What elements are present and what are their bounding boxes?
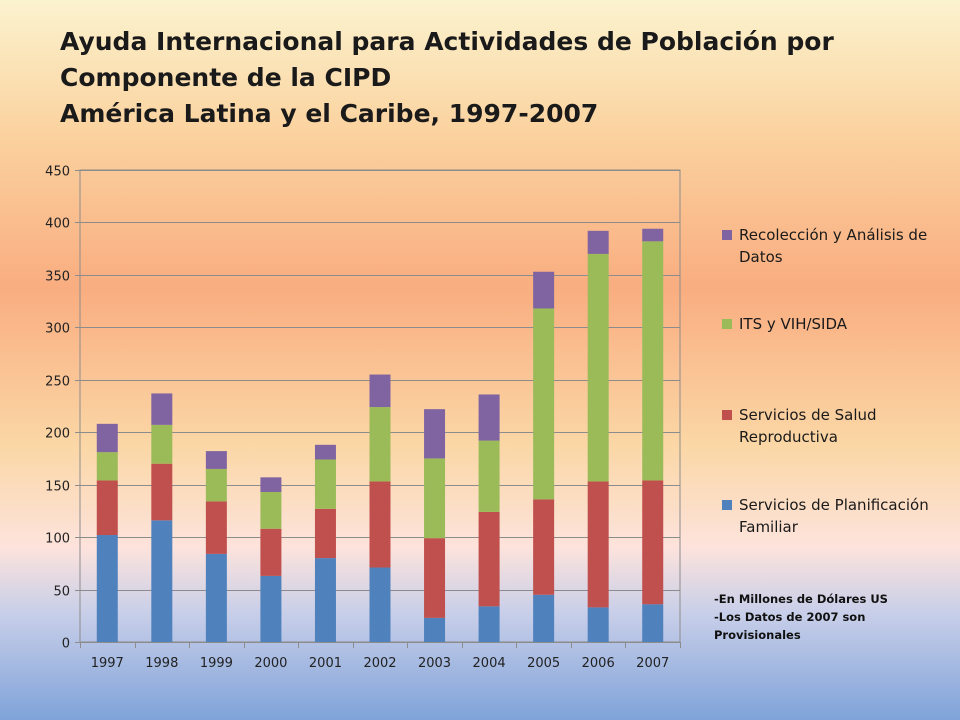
y-tick-label: 200 [45, 427, 70, 442]
x-tick-label: 2004 [473, 656, 506, 671]
bar-segment [205, 553, 227, 642]
bar-segment [205, 501, 227, 554]
legend-item-recoleccion: Recolección y Análisis de Datos [722, 224, 942, 268]
x-tick-label: 2000 [254, 656, 287, 671]
bar-segment [260, 477, 282, 493]
title-line-2: Componente de la CIPD [60, 63, 392, 92]
bar-segment [478, 394, 500, 441]
x-tick-label: 1998 [145, 656, 178, 671]
y-tick-label: 100 [45, 532, 70, 547]
bar-segment [260, 575, 282, 642]
title-line-1: Ayuda Internacional para Actividades de … [60, 27, 834, 56]
bar-segment [96, 452, 118, 481]
bar-segment [314, 444, 336, 460]
bar-segment [533, 271, 555, 309]
bar-segment [642, 604, 664, 642]
bar-segment [587, 481, 609, 608]
note-line-1: -En Millones de Dólares US [714, 592, 888, 606]
legend-label-planificacion: Servicios de Planificación Familiar [739, 496, 929, 536]
bar-segment [369, 481, 391, 568]
x-tick-label: 1999 [200, 656, 233, 671]
legend-swatch-recoleccion [722, 230, 732, 240]
bar-segment [260, 492, 282, 529]
bar-segment [369, 407, 391, 482]
bar-segment [151, 424, 173, 464]
bar-segment [642, 241, 664, 481]
bar-segment [96, 480, 118, 536]
bar-segment [260, 528, 282, 576]
y-tick-label: 250 [45, 375, 70, 390]
bar-segment [151, 520, 173, 642]
bar-segment [314, 508, 336, 559]
bar-segment [587, 607, 609, 642]
x-tick-label: 2007 [636, 656, 669, 671]
x-tick-label: 2001 [309, 656, 342, 671]
legend-label-recoleccion: Recolección y Análisis de Datos [739, 226, 928, 266]
y-tick-label: 150 [45, 480, 70, 495]
y-tick-label: 50 [53, 585, 70, 600]
y-tick-label: 400 [45, 217, 70, 232]
bar-segment [424, 538, 446, 618]
bar-segment [369, 374, 391, 408]
y-tick-label: 300 [45, 322, 70, 337]
legend-item-its-vih: ITS y VIH/SIDA [722, 313, 942, 335]
x-tick-label: 2005 [527, 656, 560, 671]
bar-segment [642, 228, 664, 242]
bar-segment [587, 230, 609, 254]
x-tick-label: 1997 [91, 656, 124, 671]
bar-segment [96, 535, 118, 642]
bar-segment [151, 463, 173, 521]
bar-segment [478, 440, 500, 512]
legend-swatch-salud-reproductiva [722, 410, 732, 420]
bar-segment [314, 459, 336, 509]
title-line-3: América Latina y el Caribe, 1997-2007 [60, 99, 599, 128]
bar-segment [205, 468, 227, 502]
legend-label-its-vih: ITS y VIH/SIDA [739, 315, 848, 333]
y-tick-label: 0 [62, 637, 70, 652]
bar-segment [424, 409, 446, 459]
bar-segment [424, 617, 446, 642]
note-line-2: -Los Datos de 2007 son [714, 610, 866, 624]
note-line-3: Provisionales [714, 628, 801, 642]
legend-label-salud-reproductiva: Servicios de Salud Reproductiva [739, 406, 877, 446]
legend-swatch-its-vih [722, 319, 732, 329]
x-tick-label: 2006 [582, 656, 615, 671]
x-tick-label: 2003 [418, 656, 451, 671]
y-tick-label: 350 [45, 270, 70, 285]
bar-segment [478, 606, 500, 642]
bar-segment [642, 480, 664, 605]
bar-segment [205, 451, 227, 469]
bar-segment [314, 558, 336, 642]
bar-segment [587, 253, 609, 482]
bar-segment [96, 423, 118, 453]
chart-title: Ayuda Internacional para Actividades de … [60, 24, 920, 132]
bar-segment [533, 499, 555, 595]
x-tick-label: 2002 [363, 656, 396, 671]
bar-segment [533, 308, 555, 500]
legend-swatch-planificacion [722, 500, 732, 510]
data-notes: -En Millones de Dólares US -Los Datos de… [714, 590, 914, 644]
bar-segment [533, 594, 555, 642]
legend-item-planificacion: Servicios de Planificación Familiar [722, 494, 942, 538]
bar-segment [151, 393, 173, 425]
bar-segment [478, 511, 500, 607]
bar-segment [369, 567, 391, 642]
legend-item-salud-reproductiva: Servicios de Salud Reproductiva [722, 404, 942, 448]
bar-segment [424, 458, 446, 539]
y-tick-label: 450 [45, 165, 70, 180]
